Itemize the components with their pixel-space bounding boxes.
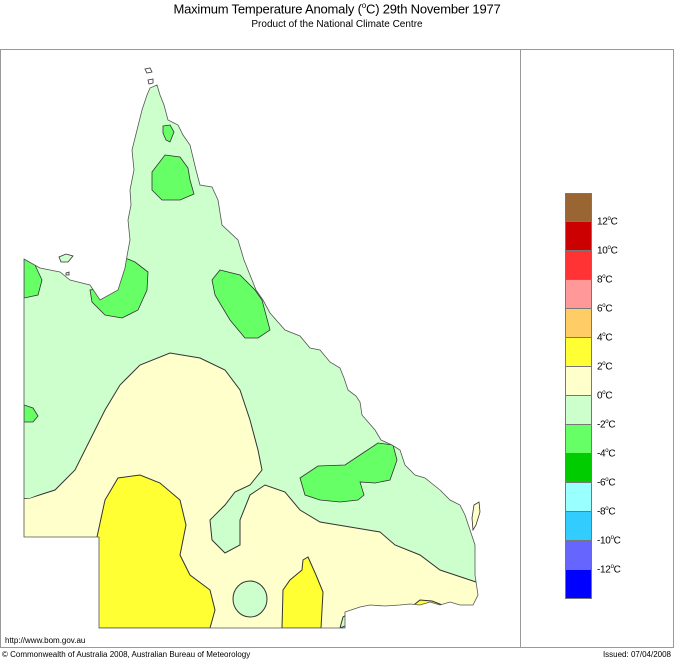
legend-label-2: 2oC (597, 361, 613, 373)
legend-swatch-below-minus12 (565, 570, 592, 599)
state-outline (23, 84, 479, 629)
legend-swatch-minus6-to-minus4 (565, 454, 592, 483)
zone-minus4-to-minus2-central (299, 442, 398, 503)
legend-label-8: 8oC (597, 274, 613, 286)
legend-swatch-minus8-to-minus6 (565, 483, 592, 512)
zone-minus2-to-0-west-edge (24, 460, 40, 498)
legend-swatch-minus10-to-minus8 (565, 512, 592, 541)
map-subtitle: Product of the National Climate Centre (251, 19, 423, 30)
legend-swatch-2-to-4 (565, 338, 592, 367)
legend-label-minus4: -4oC (597, 448, 616, 460)
legend (565, 193, 592, 599)
legend-swatch-minus2-to-0 (565, 396, 592, 425)
legend-label-minus12: -12oC (597, 564, 621, 576)
legend-label-minus6: -6oC (597, 477, 616, 489)
zone-2-to-4-west (96, 474, 216, 628)
zone-minus2-to-0-circle (232, 580, 268, 618)
island-torres-2 (147, 78, 154, 85)
legend-label-0: 0oC (597, 390, 613, 402)
zone-2-to-4-mid (281, 556, 324, 628)
island-torres-1 (144, 67, 153, 74)
map-frame (0, 49, 521, 648)
legend-label-10: 10oC (597, 245, 618, 257)
legend-swatch-4-to-6 (565, 309, 592, 338)
legend-label-12: 12oC (597, 216, 618, 228)
legend-label-minus10: -10oC (597, 535, 621, 547)
legend-swatch-6-to-8 (565, 280, 592, 309)
legend-label-6: 6oC (597, 303, 613, 315)
legend-swatch-minus4-to-minus2 (565, 425, 592, 454)
legend-label-4: 4oC (597, 332, 613, 344)
bom-url-link[interactable]: http://www.bom.gov.au (5, 636, 86, 645)
legend-label-minus8: -8oC (597, 506, 616, 518)
zone-minus4-to-minus2-cape (151, 154, 195, 201)
zone-minus4-to-minus2-west-edge (24, 404, 39, 423)
legend-swatch-minus12-to-minus10 (565, 541, 592, 570)
legend-swatch-8-to-10 (565, 251, 592, 280)
issued-date: Issued: 07/04/2008 (602, 650, 671, 659)
copyright-notice: © Commonwealth of Australia 2008, Austra… (2, 650, 251, 659)
map-title: Maximum Temperature Anomaly (oC) 29th No… (173, 1, 501, 17)
legend-swatch-0-to-2 (565, 367, 592, 396)
island-fraser (471, 501, 481, 532)
legend-swatch-10-to-12 (565, 222, 592, 251)
zone-2-to-4-southeast (409, 599, 447, 626)
zone-minus4-to-minus2-cape-small (162, 124, 175, 143)
island-gulf-1 (58, 253, 74, 263)
legend-swatch-above-12 (565, 193, 592, 222)
zone-minus4-to-minus2-townsville (211, 269, 271, 339)
legend-label-minus2: -2oC (597, 419, 616, 431)
island-gulf-2 (65, 271, 70, 276)
